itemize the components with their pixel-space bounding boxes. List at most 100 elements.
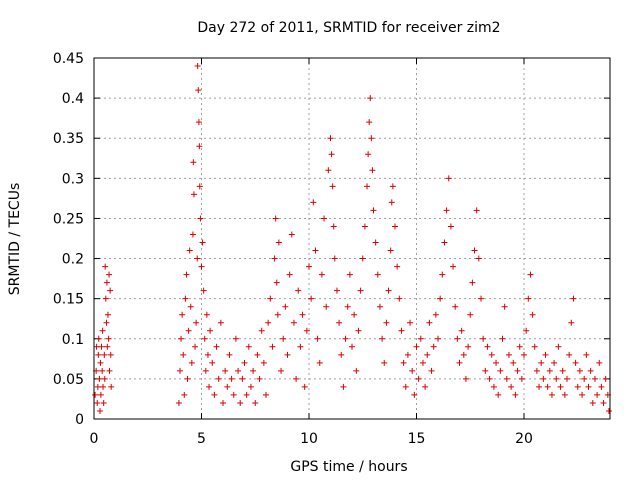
data-point <box>92 391 99 398</box>
data-point <box>602 375 609 382</box>
data-point <box>102 263 109 270</box>
data-point <box>192 343 199 350</box>
data-point <box>402 383 409 390</box>
data-point <box>411 391 418 398</box>
data-point <box>241 359 248 366</box>
data-point <box>367 95 374 102</box>
data-point <box>318 271 325 278</box>
data-point <box>482 367 489 374</box>
data-point <box>585 383 592 390</box>
data-point <box>293 375 300 382</box>
data-point <box>553 375 560 382</box>
data-point <box>273 279 280 286</box>
data-point <box>469 279 476 286</box>
x-axis-label: GPS time / hours <box>290 459 407 475</box>
data-point <box>542 351 549 358</box>
data-point <box>323 303 330 310</box>
data-point <box>344 303 351 310</box>
data-point <box>301 383 308 390</box>
data-point <box>501 303 508 310</box>
data-point <box>237 399 244 406</box>
data-point <box>96 375 103 382</box>
data-point <box>523 327 530 334</box>
data-point <box>467 311 474 318</box>
data-point <box>430 343 437 350</box>
data-point <box>325 167 332 174</box>
data-point <box>447 223 454 230</box>
data-point <box>589 399 596 406</box>
data-point <box>503 375 510 382</box>
data-point <box>239 375 246 382</box>
data-point <box>484 343 491 350</box>
data-point <box>594 391 601 398</box>
x-tick-label: 20 <box>515 431 533 447</box>
y-axis-label: SRMTID / TECUs <box>7 183 23 296</box>
data-point <box>265 319 272 326</box>
data-point <box>361 223 368 230</box>
data-point <box>376 303 383 310</box>
data-point <box>247 383 254 390</box>
data-point <box>533 367 540 374</box>
data-point <box>217 319 224 326</box>
data-point <box>587 367 594 374</box>
data-point <box>389 183 396 190</box>
data-point <box>97 407 104 414</box>
data-point <box>338 351 345 358</box>
y-tick-label: 0.45 <box>53 51 84 67</box>
data-point <box>605 407 612 414</box>
data-point <box>104 311 111 318</box>
data-point <box>196 143 203 150</box>
data-point <box>407 319 414 326</box>
data-point <box>95 351 102 358</box>
data-point <box>435 335 441 342</box>
data-point <box>102 295 109 302</box>
data-point <box>392 223 398 230</box>
grid-lines <box>94 58 610 419</box>
data-point <box>413 343 420 350</box>
data-point <box>493 359 500 366</box>
data-point <box>232 335 239 342</box>
x-tick-label: 5 <box>197 431 206 447</box>
data-point <box>175 399 182 406</box>
data-point <box>250 367 257 374</box>
data-point <box>106 271 113 278</box>
data-point <box>186 247 193 254</box>
y-tick-label: 0.2 <box>62 252 84 268</box>
data-point <box>512 391 519 398</box>
data-point <box>189 231 196 238</box>
data-point <box>473 207 480 214</box>
data-point <box>359 255 366 262</box>
data-point <box>180 351 187 358</box>
data-point <box>505 351 512 358</box>
data-point <box>340 383 347 390</box>
data-point <box>312 247 319 254</box>
data-point <box>98 343 105 350</box>
data-point <box>598 383 605 390</box>
data-point <box>366 119 373 126</box>
data-point <box>548 391 555 398</box>
data-point <box>417 335 424 342</box>
data-point <box>103 279 110 286</box>
data-point <box>538 359 545 366</box>
data-point <box>94 399 101 406</box>
data-point <box>215 375 222 382</box>
data-point <box>272 215 279 222</box>
data-point <box>546 367 553 374</box>
data-point <box>107 351 114 358</box>
data-point <box>572 359 579 366</box>
data-point <box>288 231 295 238</box>
data-point <box>372 239 379 246</box>
data-point <box>544 383 551 390</box>
data-point <box>105 335 112 342</box>
data-point <box>374 271 381 278</box>
y-tick-label: 0.4 <box>62 91 84 107</box>
data-point <box>486 375 493 382</box>
data-point <box>211 391 218 398</box>
data-point <box>471 247 478 254</box>
data-point <box>518 375 525 382</box>
y-tick-labels: 0 0.05 0.1 0.15 0.2 0.25 0.3 0.35 0.4 0.45 <box>53 51 84 428</box>
data-point <box>178 335 185 342</box>
data-point <box>333 287 340 294</box>
data-point <box>188 359 195 366</box>
